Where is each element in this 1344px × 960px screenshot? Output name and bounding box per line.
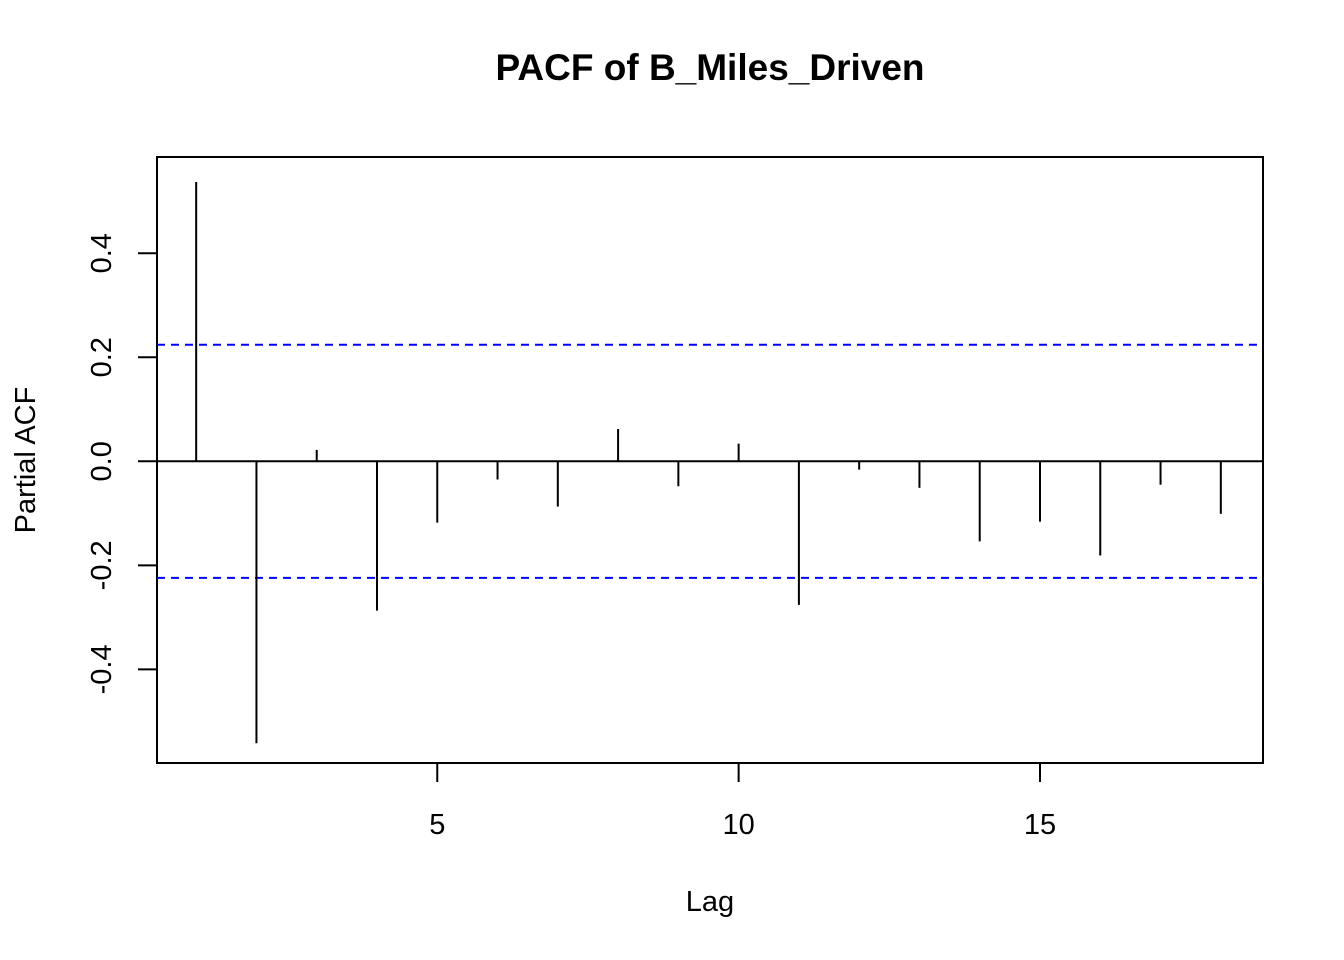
x-axis-label: Lag — [686, 886, 734, 918]
x-axis: 5 10 15 — [429, 763, 1056, 841]
y-tick-label: 0.4 — [86, 233, 118, 273]
y-axis-label: Partial ACF — [10, 387, 42, 534]
y-tick-label: 0.0 — [86, 441, 118, 481]
x-tick-label: 10 — [722, 809, 754, 841]
y-tick-label: 0.2 — [86, 337, 118, 377]
y-tick-label: -0.2 — [86, 540, 118, 590]
confidence-bounds — [157, 343, 1263, 579]
pacf-bars — [195, 181, 1222, 744]
x-tick-label: 5 — [429, 809, 445, 841]
x-tick-label: 15 — [1024, 809, 1056, 841]
chart-title: PACF of B_Miles_Driven — [495, 47, 924, 88]
y-axis: -0.4 -0.2 0.0 0.2 0.4 — [86, 233, 157, 694]
y-tick-label: -0.4 — [86, 644, 118, 694]
plot-frame — [156, 156, 1264, 764]
